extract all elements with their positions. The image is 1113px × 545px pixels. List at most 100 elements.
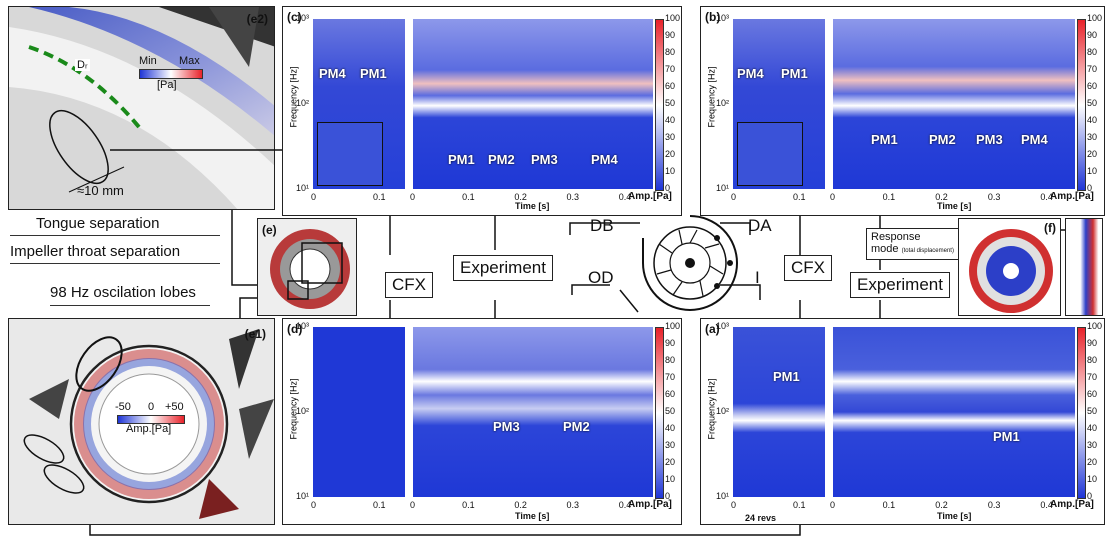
d-ytick: 10³	[296, 321, 310, 331]
c-cbar-tick: 60	[665, 81, 676, 91]
b-ytick: 10²	[716, 98, 730, 108]
b-pm1-cfx: PM1	[781, 66, 808, 81]
a-cbar-tick: 50	[1087, 406, 1098, 416]
b-xtick-exp: 0.4	[1040, 192, 1053, 202]
d-cbar-tick: 0	[665, 491, 671, 501]
a-cfx-plot	[733, 327, 825, 497]
a-xtick-exp: 0.3	[987, 500, 1001, 510]
a-revs-label: 24 revs	[745, 513, 777, 523]
e1-legend-unit: Amp.[Pa]	[126, 423, 172, 435]
d-cbar-tick: 30	[665, 440, 676, 450]
d-cbar-unit: Amp.[Pa]	[628, 499, 672, 510]
d-ytick: 10¹	[296, 491, 310, 501]
c-ytick: 10³	[296, 13, 310, 23]
a-cbar-tick: 70	[1087, 372, 1098, 382]
a-xtick-exp: 0.1	[882, 500, 896, 510]
b-xtick-cfx: 0.1	[793, 192, 806, 202]
note-oscillation-lobes: 98 Hz oscilation lobes	[50, 284, 196, 301]
e-label: (e)	[262, 223, 277, 237]
a-cbar-tick: 80	[1087, 355, 1098, 365]
c-label: (c)	[287, 10, 302, 24]
c-xtick-exp: 0.1	[462, 192, 475, 202]
c-inset	[317, 122, 383, 186]
e2-legend-unit: [Pa]	[157, 79, 177, 91]
b-pm1-exp: PM1	[871, 132, 898, 147]
a-xtick-exp: 0.4	[1040, 500, 1053, 510]
c-xlabel: Time [s]	[515, 201, 550, 211]
d-xtick-exp: 0.3	[566, 500, 580, 510]
b-exp-plot	[833, 19, 1075, 189]
d-cbar-tick: 10	[665, 474, 676, 484]
f-mode-text: mode	[871, 243, 899, 255]
e1-impeller-image	[9, 319, 274, 524]
tag-experiment-right: Experiment	[850, 272, 950, 298]
b-cbar-tick: 90	[1087, 30, 1098, 40]
b-cbar-unit: Amp.[Pa]	[1050, 191, 1094, 202]
panel-f: (f)	[958, 218, 1061, 316]
note-line-1	[10, 235, 220, 236]
a-cbar-tick: 10	[1087, 474, 1098, 484]
a-ytick: 10³	[716, 321, 730, 331]
d-xtick-exp: 0.1	[462, 500, 475, 510]
panel-d: (d) Frequency [Hz] Time [s] Amp.[Pa] PM3…	[282, 318, 682, 525]
b-xtick-cfx: 0	[731, 192, 737, 202]
note-throat-separation: Impeller throat separation	[10, 243, 181, 260]
panel-e2: (e2) Min Max [Pa] Dᵣ ≈10 mm	[8, 6, 275, 210]
f-label: (f)	[1044, 221, 1056, 235]
c-cbar-tick: 70	[665, 64, 676, 74]
d-cbar-tick: 80	[665, 355, 676, 365]
a-cbar-tick: 100	[1087, 321, 1103, 331]
c-xtick-cfx: 0.1	[373, 192, 386, 202]
a-xtick-cfx: 0.1	[793, 500, 806, 510]
c-cbar-tick: 0	[665, 183, 671, 193]
e2-volute-image	[9, 7, 274, 209]
panel-c: (c) Frequency [Hz] Time [s] Amp.[Pa] PM4…	[282, 6, 682, 216]
b-cbar-tick: 10	[1087, 166, 1098, 176]
pump-schematic	[642, 215, 738, 311]
b-xtick-exp: 0.1	[882, 192, 896, 202]
f-total-text: (total displacement)	[901, 248, 954, 254]
c-pm1-exp: PM1	[448, 152, 475, 167]
b-pm4-exp: PM4	[1021, 132, 1048, 147]
d-xtick-exp: 0.4	[618, 500, 632, 510]
c-cbar-tick: 30	[665, 132, 676, 142]
d-xlabel: Time [s]	[515, 511, 550, 521]
a-cbar-tick: 0	[1087, 491, 1093, 501]
panel-b: (b) Frequency [Hz] Time [s] Amp.[Pa] PM4…	[700, 6, 1105, 216]
b-xtick-exp: 0.2	[935, 192, 948, 202]
b-cbar-tick: 0	[1087, 183, 1093, 193]
a-xtick-exp: 0	[830, 500, 836, 510]
e1-label: (e1)	[244, 327, 266, 341]
note-line-3	[50, 305, 210, 306]
a-cbar-unit: Amp.[Pa]	[1050, 499, 1094, 510]
note-tongue-separation: Tongue separation	[36, 215, 160, 232]
b-pm4-cfx: PM4	[737, 66, 764, 81]
d-cbar-tick: 90	[665, 338, 676, 348]
b-cbar-tick: 40	[1087, 115, 1098, 125]
b-colorbar	[1077, 19, 1086, 191]
d-xtick-cfx: 0	[311, 500, 317, 510]
d-cbar-tick: 20	[665, 457, 676, 467]
a-ytick: 10²	[716, 406, 730, 416]
a-cbar-tick: 30	[1087, 440, 1098, 450]
label-od: OD	[588, 268, 614, 287]
c-xtick-exp: 0.3	[566, 192, 580, 202]
tag-cfx-right: CFX	[784, 255, 832, 281]
c-ytick: 10¹	[296, 183, 310, 193]
c-cbar-tick: 50	[665, 98, 676, 108]
f-side-view	[1065, 218, 1103, 316]
b-pm3-exp: PM3	[976, 132, 1003, 147]
c-xtick-exp: 0.4	[618, 192, 632, 202]
b-xlabel: Time [s]	[937, 201, 972, 211]
d-cbar-tick: 70	[665, 372, 676, 382]
c-ytick: 10²	[296, 98, 310, 108]
e2-legend-min: Min	[139, 55, 157, 67]
label-db: DB	[590, 216, 614, 235]
d-cbar-tick: 100	[665, 321, 681, 331]
b-cbar-tick: 20	[1087, 149, 1098, 159]
a-cbar-tick: 40	[1087, 423, 1098, 433]
b-cbar-tick: 60	[1087, 81, 1098, 91]
d-exp-plot	[413, 327, 653, 497]
f-mode-image	[969, 229, 1053, 313]
a-pm1-exp: PM1	[993, 429, 1020, 444]
